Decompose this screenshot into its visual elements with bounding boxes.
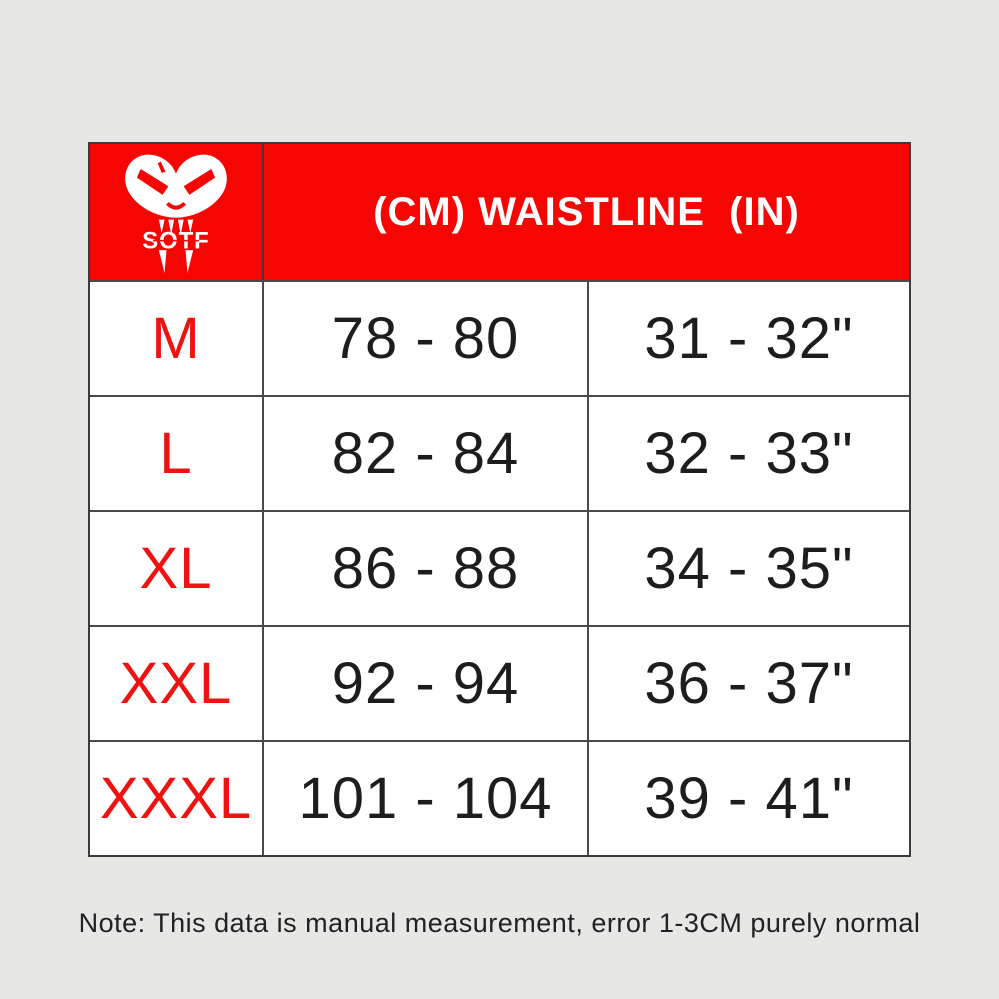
cm-value: 78 - 80	[262, 280, 587, 395]
in-value: 31 - 32"	[587, 280, 909, 395]
viper-snake-head-icon: SOTF	[125, 154, 227, 274]
in-value: 39 - 41"	[587, 740, 909, 855]
table-title: (CM) WAISTLINE (IN)	[262, 144, 909, 280]
size-label: M	[90, 280, 262, 395]
cm-value: 101 - 104	[262, 740, 587, 855]
size-label: XL	[90, 510, 262, 625]
size-label: XXL	[90, 625, 262, 740]
cm-value: 92 - 94	[262, 625, 587, 740]
in-value: 32 - 33"	[587, 395, 909, 510]
cm-value: 86 - 88	[262, 510, 587, 625]
measurement-note: Note: This data is manual measurement, e…	[78, 908, 921, 938]
in-value: 34 - 35"	[587, 510, 909, 625]
cm-value: 82 - 84	[262, 395, 587, 510]
in-value: 36 - 37"	[587, 625, 909, 740]
size-label: XXXL	[90, 740, 262, 855]
size-label: L	[90, 395, 262, 510]
size-chart-table: SOTF (CM) WAISTLINE (IN) M 78 - 80 31 - …	[88, 142, 911, 857]
logo-cell: SOTF	[90, 144, 262, 280]
